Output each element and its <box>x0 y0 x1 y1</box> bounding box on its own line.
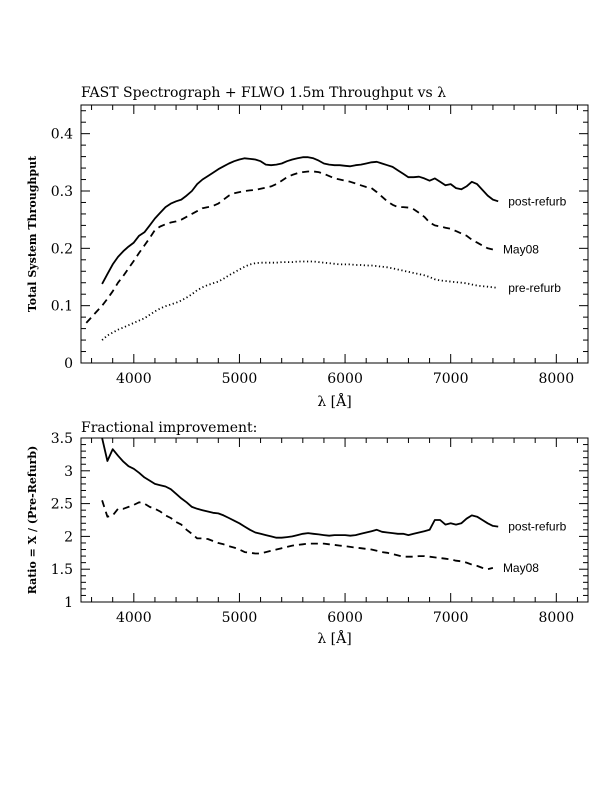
x-axis-label: λ [Å] <box>317 629 351 647</box>
x-tick-label: 8000 <box>538 371 574 387</box>
y-tick-label: 0.3 <box>51 184 73 200</box>
x-tick-label: 4000 <box>116 610 152 626</box>
x-tick-label: 5000 <box>222 610 258 626</box>
y-tick-label: 1 <box>64 595 73 611</box>
y-axis-label: Total System Throughput <box>26 155 39 312</box>
x-axis-label: λ [Å] <box>317 392 351 410</box>
series-line-may08 <box>101 500 494 571</box>
series-label: pre-refurb <box>508 281 561 295</box>
x-tick-label: 7000 <box>433 610 469 626</box>
plot-frame <box>80 437 589 603</box>
series-line-pre-refurb <box>101 260 499 341</box>
y-tick-label: 2 <box>64 529 73 545</box>
plot-frame <box>80 104 589 364</box>
y-tick-label: 0.1 <box>51 299 73 315</box>
series-line-post-refurb <box>101 437 499 539</box>
chart-title: FAST Spectrograph + FLWO 1.5m Throughput… <box>81 85 446 101</box>
y-tick-label: 0.2 <box>51 241 73 257</box>
y-tick-label: 3.5 <box>51 431 73 447</box>
y-tick-label: 2.5 <box>51 497 73 513</box>
x-tick-label: 7000 <box>433 371 469 387</box>
x-tick-label: 8000 <box>538 610 574 626</box>
chart-title: Fractional improvement: <box>81 420 257 436</box>
series-label: post-refurb <box>508 520 566 534</box>
ratio-panel: 4000 5000 6000 7000 8000 1 1.5 2 2.5 3 3.5 Fraction… <box>26 420 589 647</box>
series-line-post-refurb <box>101 156 499 285</box>
x-tick-label: 4000 <box>116 371 152 387</box>
series-label: May08 <box>503 242 539 256</box>
x-tick-label: 5000 <box>222 371 258 387</box>
x-tick-label: 6000 <box>327 610 363 626</box>
y-tick-label: 3 <box>64 464 73 480</box>
y-tick-label: 0 <box>64 356 73 372</box>
series-label: May08 <box>503 561 539 575</box>
series-label: post-refurb <box>508 194 566 208</box>
y-tick-label: 1.5 <box>51 562 73 578</box>
y-tick-label: 0.4 <box>51 127 73 143</box>
y-axis-label: Ratio = X / (Pre-Refurb) <box>26 446 39 595</box>
x-tick-label: 6000 <box>327 371 363 387</box>
series-line-may08 <box>85 170 494 324</box>
throughput-panel: 4000 5000 6000 7000 8000 0 0.1 0.2 0.3 0.4 FAST Sp… <box>26 85 589 410</box>
